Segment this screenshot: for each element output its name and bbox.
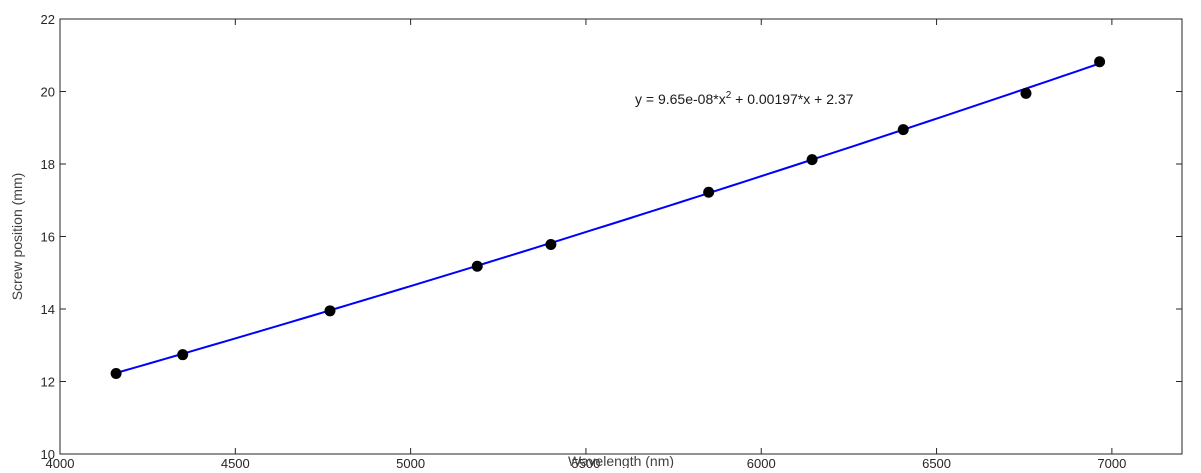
- data-point: [703, 186, 715, 198]
- y-axis-label: Screw position (mm): [9, 173, 25, 301]
- x-tick-label: 4000: [46, 456, 75, 468]
- axes: [59, 18, 1183, 455]
- y-tick-label: 14: [41, 302, 55, 317]
- plot-frame: [59, 18, 1183, 455]
- y-tick-label: 16: [41, 230, 55, 245]
- x-tick-label: 6500: [922, 456, 951, 468]
- x-tick-label: 4500: [221, 456, 250, 468]
- annotations: y = 9.65e-08*x2 + 0.00197*x + 2.37: [635, 90, 854, 107]
- data-point: [110, 368, 122, 380]
- fit-line: [115, 62, 1100, 374]
- x-axis-label: Wavelength (nm): [568, 453, 674, 468]
- data-point: [545, 238, 557, 250]
- data-point: [177, 349, 189, 361]
- data-point: [897, 124, 909, 136]
- equation-part-1: y = 9.65e-08*x: [635, 91, 726, 107]
- x-tick-label: 7000: [1097, 456, 1126, 468]
- y-tick-label: 22: [41, 12, 55, 27]
- data-point: [1020, 87, 1032, 99]
- data-point: [324, 305, 336, 317]
- y-tick-label: 12: [41, 375, 55, 390]
- data-point: [471, 260, 483, 272]
- equation-superscript: 2: [726, 90, 732, 101]
- ticks: 4000 4500 5000 5500 6000 6500 7000 10 12 14 16 18 20…: [41, 12, 1182, 471]
- data-point: [1094, 56, 1106, 68]
- y-tick-label: 10: [41, 447, 55, 462]
- x-tick-label: 6000: [747, 456, 776, 468]
- equation-part-2: + 0.00197*x + 2.37: [731, 91, 853, 107]
- y-tick-label: 18: [41, 157, 55, 172]
- data-points: [110, 56, 1106, 380]
- x-tick-label: 5500: [571, 456, 600, 468]
- data-point: [806, 154, 818, 166]
- fit-layer: [115, 62, 1100, 374]
- y-tick-label: 20: [41, 85, 55, 100]
- fit-equation: y = 9.65e-08*x2 + 0.00197*x + 2.37: [635, 90, 854, 107]
- x-tick-label: 5000: [396, 456, 425, 468]
